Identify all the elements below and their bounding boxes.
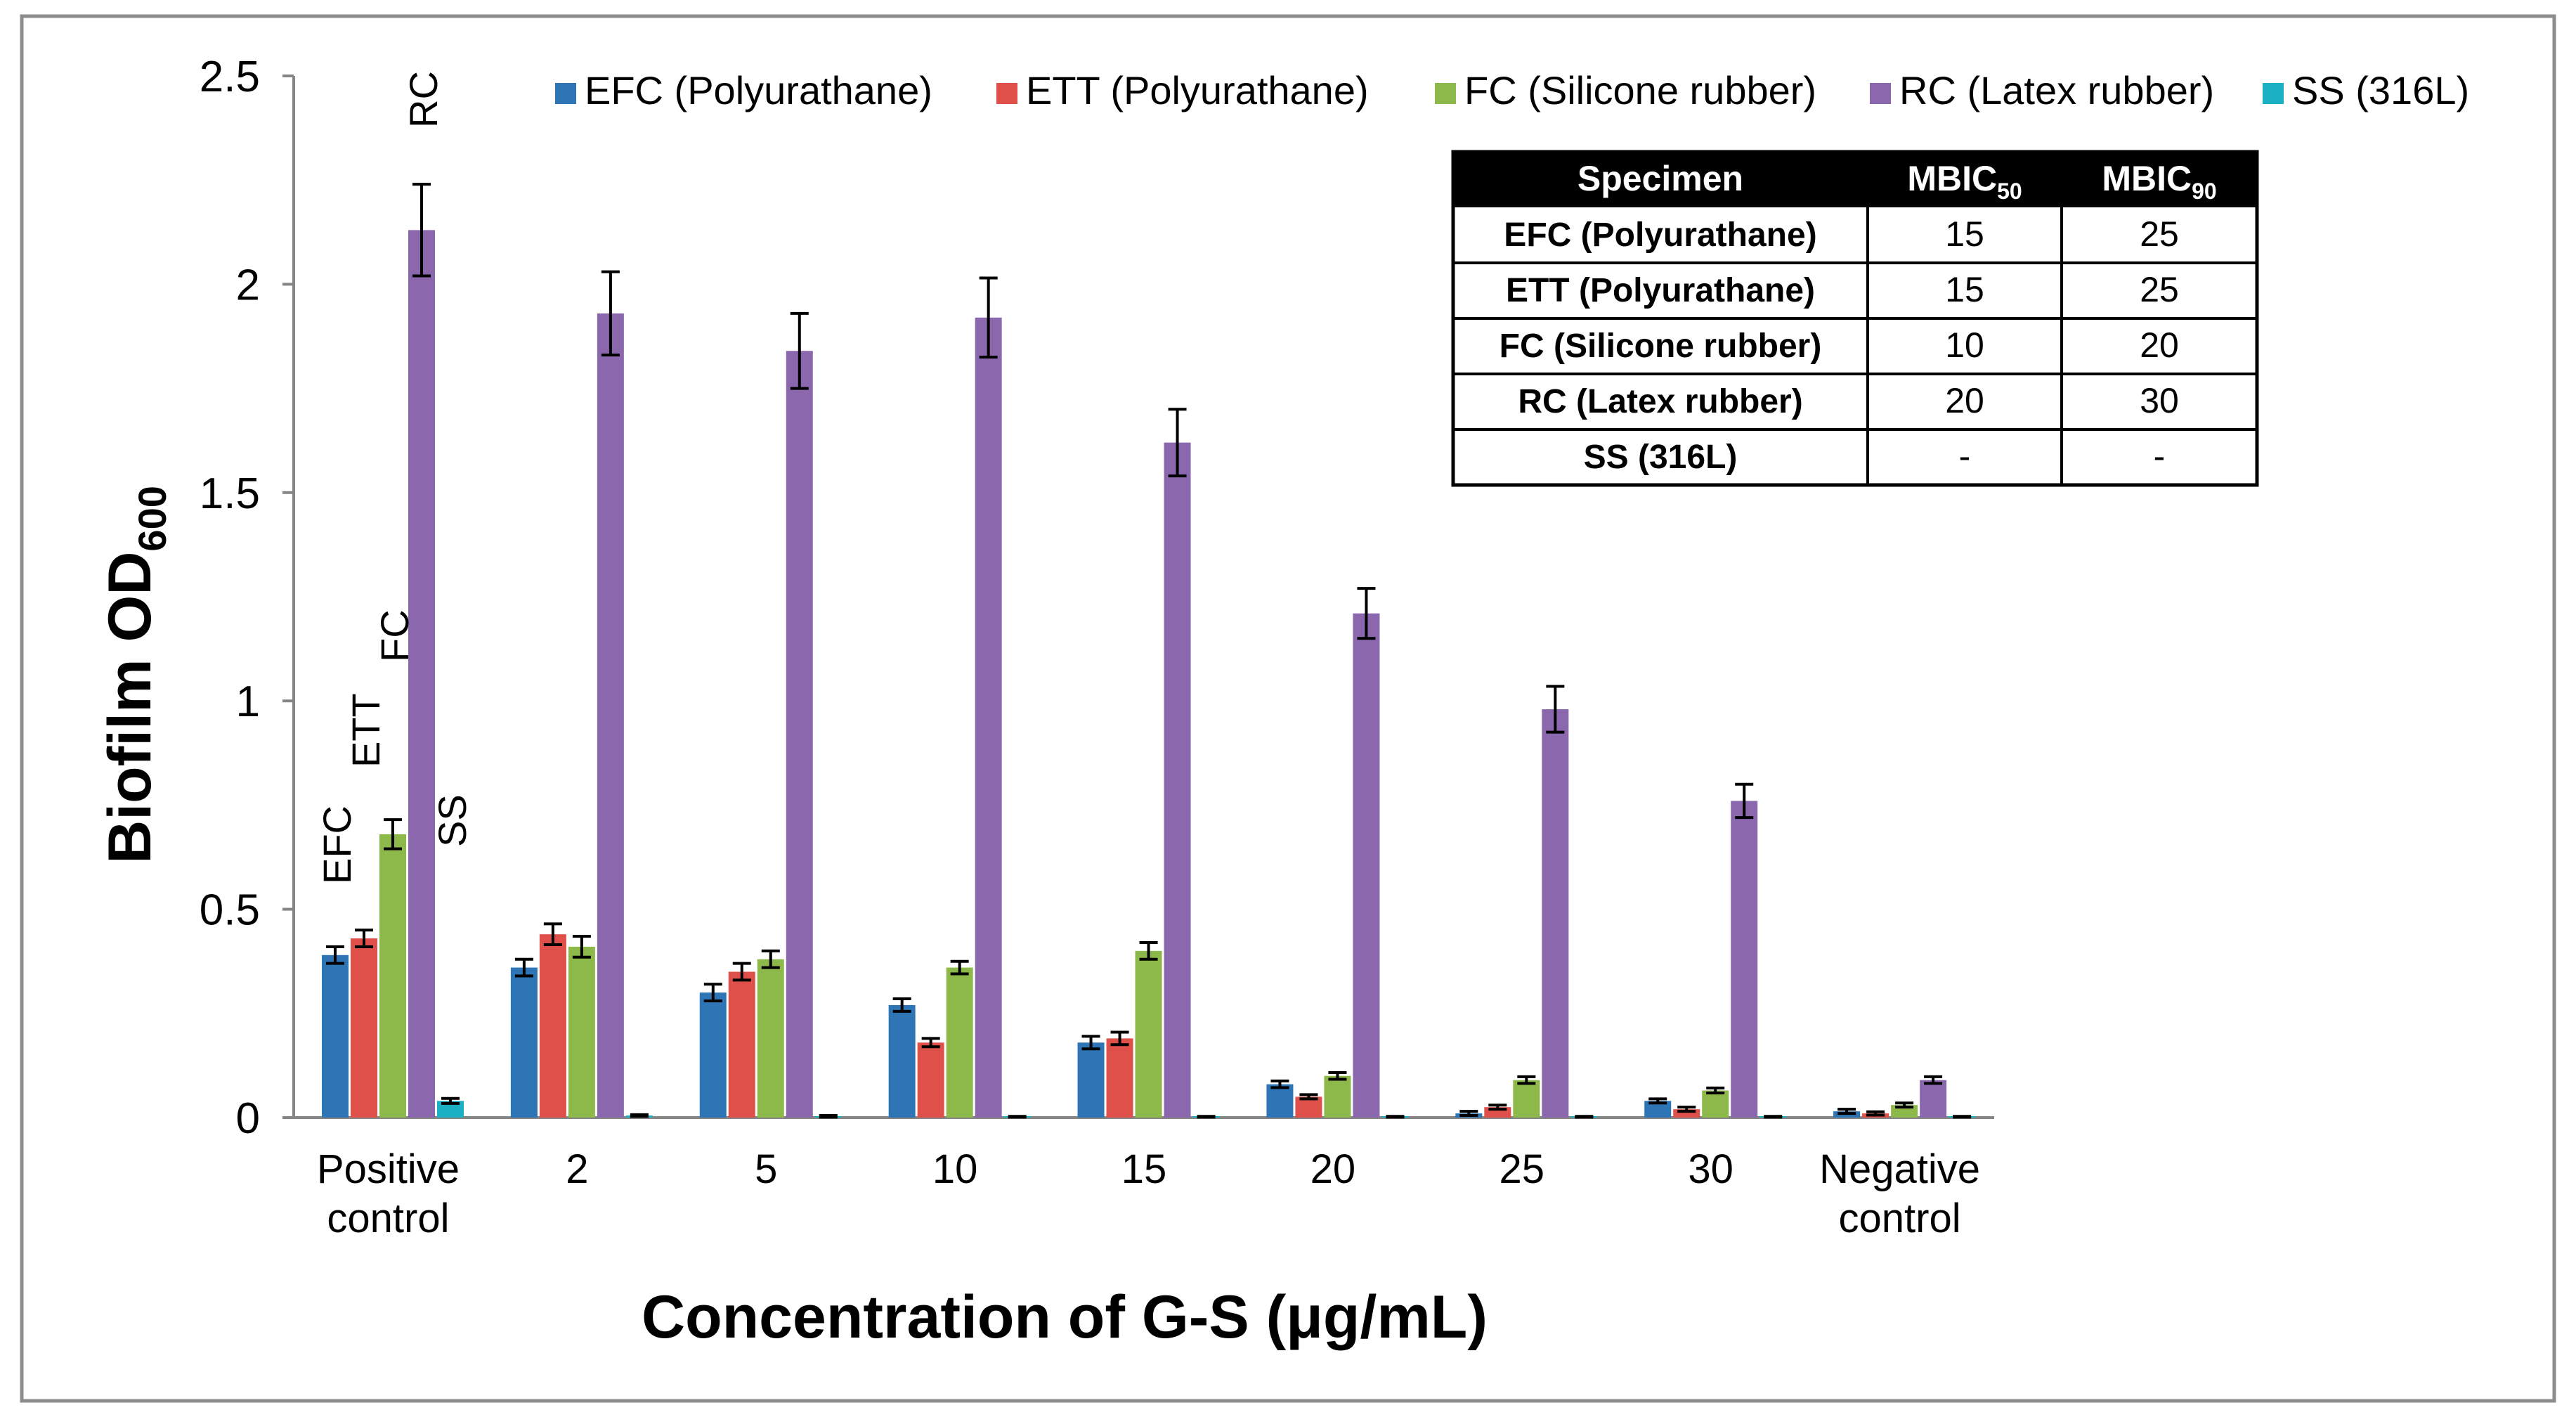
legend-label: RC (Latex rubber) [1899, 68, 2214, 112]
bar [1135, 950, 1162, 1118]
y-tick-label: 0 [236, 1094, 260, 1143]
legend-swatch [2263, 83, 2284, 104]
y-axis-label-main: Biofilm OD [96, 552, 164, 864]
x-tick-label: 10 [932, 1146, 978, 1192]
y-tick-label: 0.5 [200, 886, 260, 935]
bar [917, 1042, 944, 1118]
y-tick-label: 2.5 [200, 53, 260, 101]
bar [322, 955, 349, 1118]
bar [1266, 1084, 1294, 1118]
x-tick-label: 25 [1500, 1146, 1545, 1192]
bar [408, 230, 435, 1118]
y-axis-label-sub: 600 [130, 486, 174, 551]
x-tick-label: Negative [1819, 1146, 1980, 1192]
table-header-mbic90-sub: 90 [2192, 179, 2217, 204]
legend-label: EFC (Polyurathane) [585, 68, 932, 112]
bar [351, 938, 377, 1118]
table-cell-mbic90: 25 [2140, 270, 2179, 309]
table-cell-mbic50: 10 [1945, 325, 1984, 365]
series-callout: ETT [344, 693, 388, 768]
bar [568, 946, 595, 1118]
x-tick-label: 30 [1688, 1146, 1733, 1192]
legend-label: FC (Silicone rubber) [1464, 68, 1816, 112]
table-cell-mbic50: 15 [1945, 270, 1984, 309]
legend-label: ETT (Polyurathane) [1026, 68, 1369, 112]
y-tick-label: 1 [236, 678, 260, 726]
legend-swatch [1870, 83, 1891, 104]
bar [975, 317, 1002, 1118]
table-cell-mbic90: 30 [2140, 381, 2179, 420]
bar [1920, 1080, 1947, 1118]
x-tick-label: 20 [1310, 1146, 1356, 1192]
table-cell-specimen: SS (316L) [1584, 439, 1738, 476]
table-cell-specimen: FC (Silicone rubber) [1500, 328, 1822, 365]
legend-swatch [555, 83, 576, 104]
table-header-mbic50-main: MBIC [1907, 159, 1997, 198]
table-header-specimen: Specimen [1578, 159, 1743, 198]
bar [946, 967, 973, 1118]
x-tick-label: control [327, 1196, 449, 1241]
legend-swatch [1435, 83, 1456, 104]
legend-label: SS (316L) [2292, 68, 2469, 112]
x-axis-label: Concentration of G-S (μg/mL) [642, 1283, 1488, 1351]
table-header-mbic50: MBIC50 [1907, 159, 2022, 204]
table-header-mbic90-main: MBIC [2102, 159, 2192, 198]
bar [1513, 1080, 1540, 1118]
bar [1542, 709, 1569, 1118]
bar [1106, 1038, 1133, 1118]
bar [1673, 1109, 1700, 1118]
bar [1077, 1042, 1105, 1118]
x-tick-label: 2 [566, 1146, 588, 1192]
x-tick-label: 5 [755, 1146, 777, 1192]
bar [1702, 1090, 1729, 1118]
bar [1164, 442, 1191, 1118]
y-tick-label: 2 [236, 261, 260, 309]
x-tick-label: control [1839, 1196, 1961, 1241]
bar [510, 967, 538, 1118]
table-cell-specimen: EFC (Polyurathane) [1504, 216, 1816, 254]
table-cell-mbic90: - [2154, 436, 2166, 476]
bar [539, 934, 566, 1118]
series-callout: EFC [315, 805, 359, 884]
table-header-bg [1453, 152, 2257, 207]
y-tick-label: 1.5 [200, 470, 260, 518]
bar [597, 313, 624, 1118]
bar [1731, 801, 1758, 1118]
bar [437, 1101, 464, 1118]
x-tick-label: 15 [1121, 1146, 1167, 1192]
bar [1353, 613, 1380, 1118]
bar [728, 971, 755, 1118]
series-callout: FC [372, 609, 417, 662]
bar [379, 834, 406, 1118]
bar [699, 992, 727, 1118]
table-cell-mbic90: 20 [2140, 325, 2179, 365]
table-cell-mbic50: 15 [1945, 214, 1984, 254]
table-header-mbic50-sub: 50 [1997, 179, 2022, 204]
table-cell-specimen: RC (Latex rubber) [1518, 383, 1802, 420]
legend-swatch [996, 83, 1017, 104]
bar [786, 351, 813, 1118]
y-axis-label: Biofilm OD600 [96, 486, 174, 864]
table-cell-specimen: ETT (Polyurathane) [1506, 272, 1815, 309]
series-callout: SS [430, 794, 474, 847]
bar [1644, 1101, 1672, 1118]
bar [888, 1004, 916, 1118]
chart-frame [20, 14, 2556, 1403]
bar [1324, 1075, 1351, 1118]
x-tick-label: Positive [317, 1146, 460, 1192]
table-cell-mbic50: 20 [1945, 381, 1984, 420]
series-callout: RC [401, 71, 445, 128]
bar [757, 959, 784, 1118]
table-cell-mbic50: - [1959, 436, 1971, 476]
table-cell-mbic90: 25 [2140, 214, 2179, 254]
table-header-mbic90: MBIC90 [2102, 159, 2216, 204]
